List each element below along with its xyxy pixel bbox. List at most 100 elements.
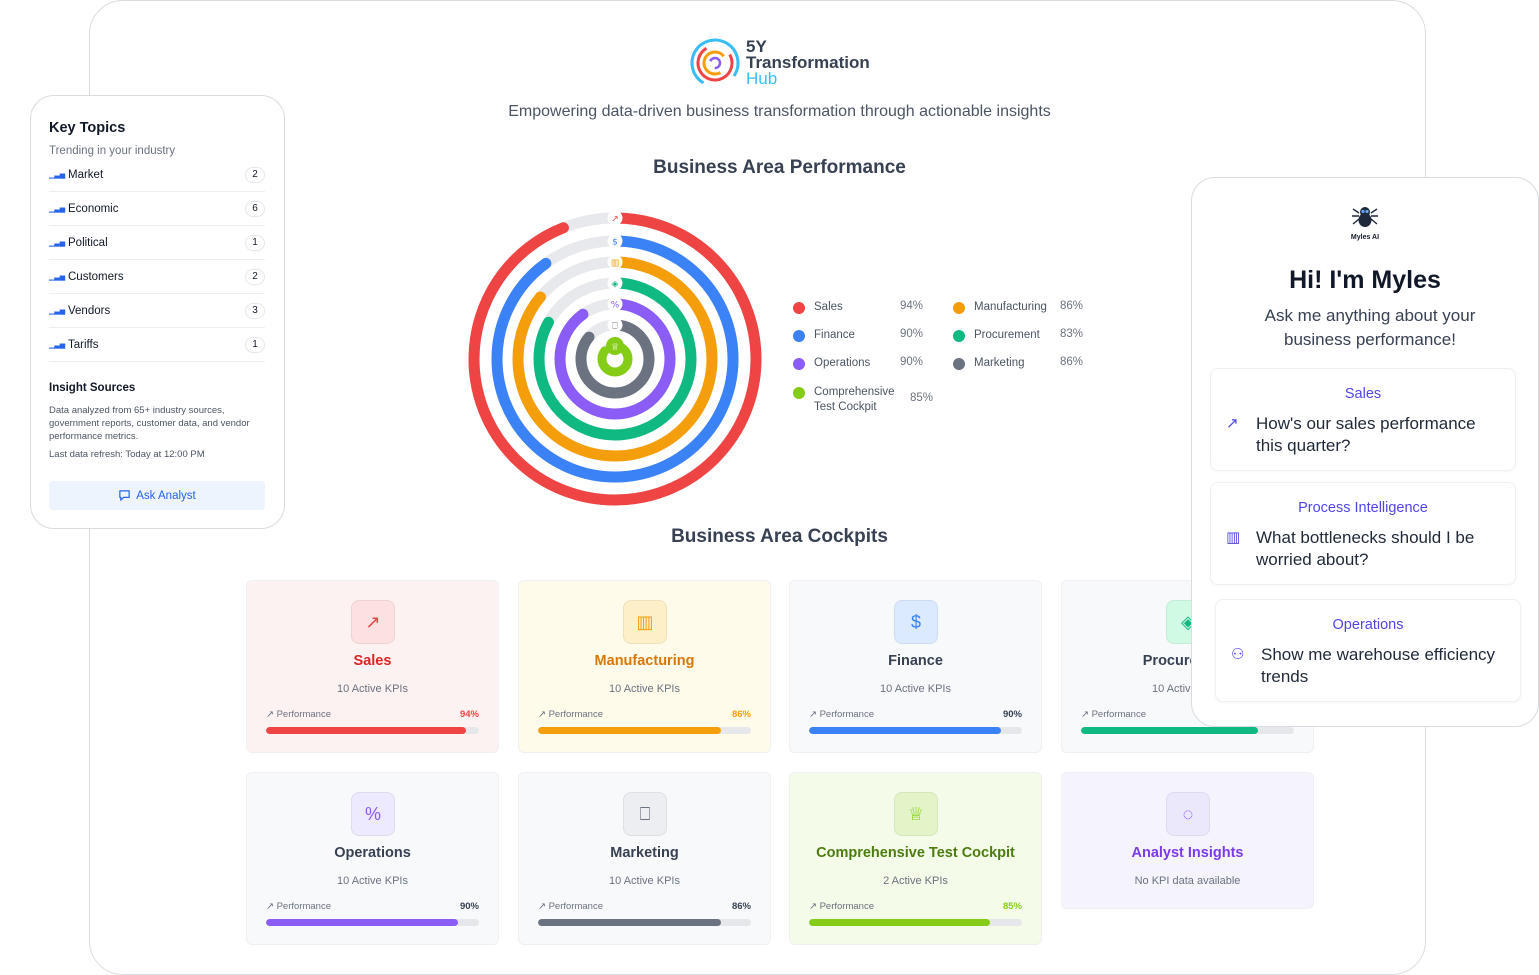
cockpit-title: Marketing: [610, 845, 679, 861]
cockpit-performance-row: ↗ Performance 86%: [538, 709, 751, 720]
svg-text:▥: ▥: [611, 259, 620, 269]
legend-dot: [793, 302, 805, 314]
legend-item-procurement[interactable]: Procurement 83%: [953, 328, 1083, 343]
legend-value: 90%: [900, 328, 924, 340]
cockpit-card-operations[interactable]: % Operations 10 Active KPIs ↗ Performance 90…: [246, 772, 499, 945]
performance-value: 90%: [459, 901, 479, 912]
chat-icon: [119, 490, 131, 501]
cockpit-performance-row: ↗ Performance 90%: [266, 901, 479, 912]
performance-label: ↗ Performance: [809, 709, 874, 720]
performance-bar: [1081, 727, 1294, 734]
svg-text:⎕: ⎕: [612, 322, 618, 332]
prompt-card-operations[interactable]: Operations ⚇ Show me warehouse efficiency …: [1215, 599, 1521, 702]
legend-item-sales[interactable]: Sales 94%: [793, 300, 923, 315]
cockpit-marketing-icon: ⎕: [623, 792, 667, 836]
legend-item-finance[interactable]: Finance 90%: [793, 328, 923, 343]
topic-item-market[interactable]: ▁▃▅ Market 2: [49, 158, 265, 192]
prompt-category: Sales: [1344, 386, 1382, 402]
legend-value: 83%: [1060, 328, 1084, 340]
topic-count-badge: 1: [245, 234, 265, 251]
cockpit-kpi-count: 10 Active KPIs: [609, 875, 680, 887]
radial-arc-marketing[interactable]: [575, 319, 655, 399]
legend-item-marketing[interactable]: Marketing 86%: [953, 356, 1083, 371]
cockpit-card-sales[interactable]: ↗ Sales 10 Active KPIs ↗ Performance 94%: [246, 580, 499, 753]
key-topics-title: Key Topics: [49, 120, 126, 136]
performance-bar-fill: [266, 919, 458, 926]
legend-label: Manufacturing: [974, 301, 1047, 313]
legend-item-manufacturing[interactable]: Manufacturing 86%: [953, 300, 1083, 315]
legend-label: Sales: [814, 301, 843, 313]
prompt-row: ⚇ Show me warehouse efficiency trends: [1231, 644, 1511, 688]
topic-item-political[interactable]: ▁▃▅ Political 1: [49, 226, 265, 260]
cockpit-card-manufacturing[interactable]: ▥ Manufacturing 10 Active KPIs ↗ Performanc…: [518, 580, 771, 753]
legend-value: 94%: [900, 300, 924, 312]
myles-logo: Myles AI: [1350, 201, 1380, 241]
topic-item-tariffs[interactable]: ▁▃▅ Tariffs 1: [49, 328, 265, 362]
insight-sources-desc: Data analyzed from 65+ industry sources,…: [49, 405, 250, 442]
legend-label: Marketing: [974, 357, 1025, 369]
performance-bar: [538, 919, 751, 926]
cockpit-kpi-count: 10 Active KPIs: [337, 683, 408, 695]
legend-item-comprehensive-test-cockpit[interactable]: Comprehensive Test Cockpit 85%: [793, 385, 933, 415]
performance-value: 86%: [731, 901, 751, 912]
prompt-category: Operations: [1332, 617, 1404, 633]
cockpit-card-comprehensive-test-cockpit[interactable]: ♕ Comprehensive Test Cockpit 2 Active KPIs…: [789, 772, 1042, 945]
prompt-question: What bottlenecks should I be worried abo…: [1256, 528, 1475, 569]
cockpit-finance-icon: $: [894, 600, 938, 644]
prompt-card-sales[interactable]: Sales ↗ How's our sales performance this q…: [1210, 368, 1516, 471]
topic-name: Economic: [68, 202, 119, 215]
cockpit-card-finance[interactable]: $ Finance 10 Active KPIs ↗ Performance 90%: [789, 580, 1042, 753]
topic-item-vendors[interactable]: ▁▃▅ Vendors 3: [49, 294, 265, 328]
legend-item-operations[interactable]: Operations 90%: [793, 356, 923, 371]
radial-procurement-icon: ◈: [607, 275, 623, 291]
cockpit-performance-row: ↗ Performance 90%: [809, 709, 1022, 720]
performance-bar: [538, 727, 751, 734]
performance-bar: [809, 727, 1022, 734]
brand-line-3: Hub: [746, 69, 778, 88]
legend-label: Finance: [814, 329, 855, 341]
performance-bar: [809, 919, 1022, 926]
key-topics-panel: Key Topics Trending in your industry ▁▃▅…: [30, 95, 285, 529]
cockpit-manufacturing-icon: ▥: [623, 600, 667, 644]
cockpit-kpi-count: 2 Active KPIs: [883, 875, 948, 887]
cockpit-sales-icon: ↗: [351, 600, 395, 644]
brand-line-2: Transformation: [746, 53, 870, 72]
cockpit-card-analyst-insights[interactable]: ◌ Analyst Insights No KPI data available: [1061, 772, 1314, 909]
cockpit-card-marketing[interactable]: ⎕ Marketing 10 Active KPIs ↗ Performance 86%: [518, 772, 771, 945]
topic-item-customers[interactable]: ▁▃▅ Customers 2: [49, 260, 265, 294]
spider-icon: [1352, 207, 1378, 227]
brand-rings-icon: [690, 38, 740, 88]
legend-label: Comprehensive Test Cockpit: [814, 386, 895, 413]
radial-operations-icon: %: [607, 296, 623, 312]
performance-bar: [266, 919, 479, 926]
legend-value: 90%: [900, 356, 924, 368]
bar-chart-icon: ▁▃▅: [49, 239, 66, 247]
performance-bar-fill: [809, 919, 991, 926]
radial-sales-icon: ↗: [607, 210, 623, 226]
ask-analyst-label: Ask Analyst: [136, 489, 196, 502]
brand-name: 5Y Transformation Hub: [746, 38, 870, 88]
cockpit-kpi-count: 10 Active KPIs: [880, 683, 951, 695]
bar-chart-icon: ▁▃▅: [49, 341, 66, 349]
topic-item-economic[interactable]: ▁▃▅ Economic 6: [49, 192, 265, 226]
ask-analyst-button[interactable]: Ask Analyst: [49, 481, 265, 510]
myles-subtitle: Ask me anything about your business perf…: [1264, 306, 1476, 349]
prompt-process-intelligence-icon: ▥: [1226, 529, 1241, 546]
svg-text:↗: ↗: [611, 215, 619, 225]
legend-value: 85%: [910, 392, 934, 404]
prompt-category: Process Intelligence: [1298, 500, 1428, 516]
prompt-question: Show me warehouse efficiency trends: [1261, 645, 1496, 686]
prompt-card-process-intelligence[interactable]: Process Intelligence ▥ What bottlenecks sh…: [1210, 482, 1516, 585]
brand-logo[interactable]: 5Y Transformation Hub: [688, 36, 870, 90]
legend-dot: [793, 358, 805, 370]
performance-value: 94%: [459, 709, 479, 720]
bar-chart-icon: ▁▃▅: [49, 205, 66, 213]
performance-value: 86%: [731, 709, 751, 720]
cockpit-performance-row: ↗ Performance 86%: [538, 901, 751, 912]
cockpit-title: Manufacturing: [594, 653, 695, 669]
cockpit-operations-icon: %: [351, 792, 395, 836]
topic-name: Tariffs: [68, 338, 99, 351]
cockpit-comprehensive-test-cockpit-icon: ♕: [894, 792, 938, 836]
topic-name: Customers: [68, 270, 124, 283]
